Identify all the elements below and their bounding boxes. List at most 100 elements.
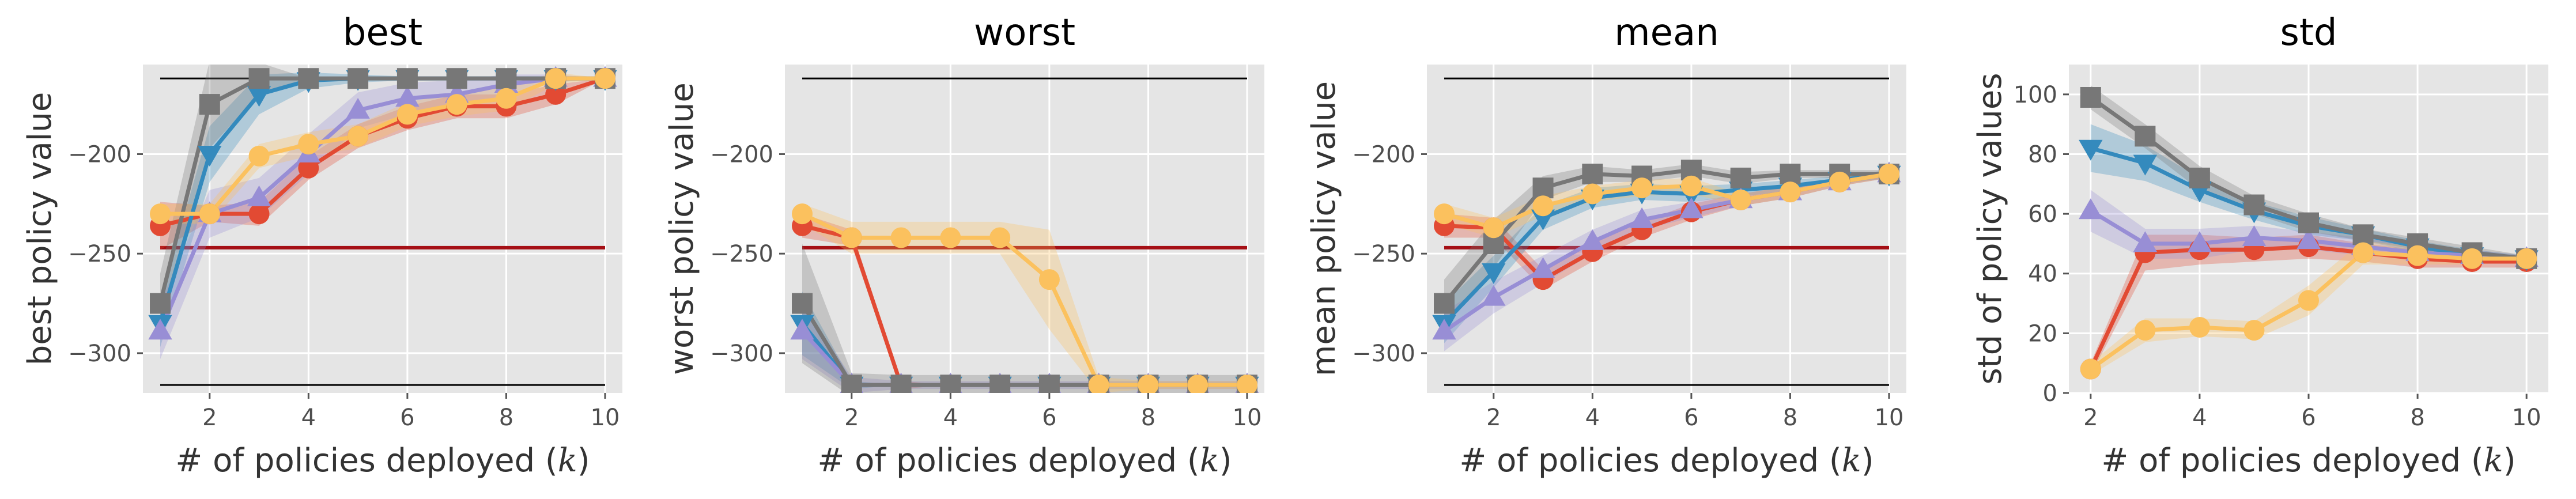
- y-tick-label: −300: [1352, 341, 1415, 367]
- series-3-point: [396, 68, 418, 89]
- series-3-point: [199, 94, 220, 115]
- series-1-point: [1482, 263, 1506, 284]
- series-2-point: [346, 97, 370, 119]
- x-tick-label: 2: [844, 405, 859, 431]
- y-axis-label: worst policy value: [663, 82, 701, 375]
- series-4-point: [496, 88, 517, 109]
- series-3-point: [446, 68, 467, 89]
- subplot-mean: 2 4 6 8 10 −300 −250 −200 mean # of policies depl…: [1305, 12, 1906, 479]
- subplot-worst: 2 4 6 8 10 −300 −250 −200 worst # of policies dep…: [663, 12, 1264, 479]
- y-tick-label: −300: [710, 341, 773, 367]
- x-tick-label: 6: [400, 405, 414, 431]
- plot-content: [2079, 85, 2539, 380]
- series-4-point: [2352, 242, 2374, 263]
- plot-content: [1432, 77, 1901, 386]
- series-4-point: [1088, 375, 1109, 393]
- x-tick-label: 8: [1783, 405, 1797, 431]
- series-3-point: [2080, 87, 2101, 108]
- series-3-band: [160, 65, 605, 334]
- series-4-point: [1829, 171, 1850, 192]
- series-4-point: [199, 203, 220, 225]
- series-3-point: [2135, 126, 2156, 147]
- series-4-point: [1878, 164, 1899, 184]
- series-3-point: [1582, 164, 1603, 184]
- series-2-point: [1482, 285, 1506, 306]
- x-axis-label: # of policies deployed (k): [2101, 442, 2515, 479]
- series-4-point: [348, 126, 369, 147]
- series-4-point: [890, 227, 912, 248]
- series-3-point: [1038, 375, 1060, 393]
- series-3-point: [1780, 164, 1801, 184]
- x-tick-label: 6: [1042, 405, 1056, 431]
- series-0-point: [298, 157, 319, 179]
- series-3-point: [2298, 212, 2319, 233]
- y-tick-label: −200: [1352, 141, 1415, 168]
- chart-title: worst: [974, 12, 1075, 54]
- chart-title: best: [343, 12, 422, 54]
- x-tick-label: 8: [2410, 405, 2424, 431]
- series-1-line: [1442, 172, 1890, 325]
- y-tick-label: 20: [2028, 320, 2057, 347]
- series-4-point: [150, 203, 171, 225]
- series-4-line: [801, 211, 1247, 387]
- series-2-point: [395, 86, 420, 107]
- series-2-line: [158, 76, 605, 332]
- series-4-point: [248, 145, 270, 167]
- series-4-point: [2243, 320, 2265, 341]
- series-3-point: [2189, 167, 2210, 188]
- series-3-line: [158, 76, 605, 304]
- x-tick-label: 10: [591, 405, 620, 431]
- series-4-point: [2461, 248, 2483, 269]
- series-3-point: [841, 375, 862, 393]
- series-2-point: [2079, 198, 2103, 220]
- series-0-band: [160, 78, 605, 250]
- series-2-point: [1432, 319, 1456, 340]
- x-tick-label: 6: [2301, 405, 2316, 431]
- x-tick-label: 2: [202, 405, 217, 431]
- y-axis-label: best policy value: [21, 92, 59, 366]
- series-0-point: [545, 84, 566, 105]
- series-2-point: [1531, 257, 1555, 278]
- series-4-point: [594, 68, 615, 89]
- series-4-point: [1483, 217, 1504, 239]
- x-tick-label: 10: [1875, 405, 1904, 431]
- series-1-point: [247, 86, 271, 107]
- series-4-point: [2080, 358, 2101, 380]
- series-0-band: [1444, 170, 1889, 290]
- y-tick-label: −200: [710, 141, 773, 168]
- series-3-point: [496, 68, 517, 89]
- series-4-point: [1730, 189, 1751, 210]
- series-3-point: [1532, 177, 1554, 199]
- x-tick-label: 4: [1585, 405, 1600, 431]
- series-4-point: [2189, 317, 2210, 338]
- x-tick-label: 4: [943, 405, 958, 431]
- y-tick-label: 100: [2014, 82, 2057, 108]
- y-tick-label: −250: [710, 241, 773, 267]
- y-tick-label: −200: [68, 141, 131, 168]
- series-4-point: [1236, 375, 1257, 393]
- x-tick-label: 2: [2083, 405, 2098, 431]
- x-axis-label: # of policies deployed (k): [817, 442, 1232, 479]
- x-tick-label: 2: [1486, 405, 1501, 431]
- series-4-point: [2298, 290, 2319, 311]
- series-4-point: [2407, 245, 2428, 266]
- series-2-point: [790, 319, 814, 340]
- series-4-point: [1138, 375, 1159, 393]
- y-axis-label: std of policy values: [1971, 73, 2009, 384]
- series-2-point: [247, 185, 271, 206]
- series-4-point: [2516, 248, 2537, 269]
- y-tick-label: 80: [2028, 141, 2057, 168]
- series-4-point: [1187, 375, 1208, 393]
- series-4-point: [1680, 175, 1702, 196]
- series-3-point: [2352, 224, 2374, 245]
- y-tick-label: 60: [2028, 201, 2057, 228]
- series-4-band: [802, 203, 1247, 393]
- series-3-point: [1434, 293, 1455, 314]
- series-3-point: [348, 68, 369, 89]
- chart-title: mean: [1614, 12, 1719, 54]
- series-2-point: [2133, 231, 2158, 252]
- x-tick-label: 6: [1684, 405, 1698, 431]
- y-tick-label: −250: [1352, 241, 1415, 267]
- series-3-point: [1730, 167, 1751, 188]
